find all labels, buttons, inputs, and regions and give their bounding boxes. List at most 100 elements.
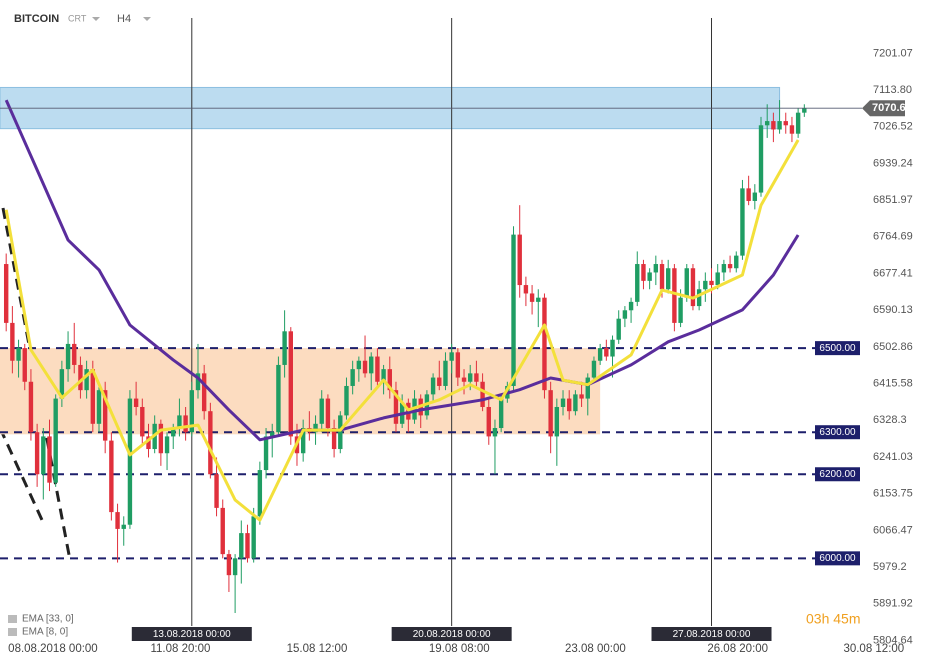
- candle-body: [486, 406, 491, 437]
- candle-body: [369, 356, 374, 374]
- candle-body: [666, 268, 671, 290]
- candle-body: [220, 507, 225, 555]
- candle-body: [208, 411, 213, 475]
- source[interactable]: CRT: [68, 13, 87, 23]
- x-tick-label: 15.08 12:00: [287, 643, 348, 655]
- y-tick-label: 6764.69: [873, 231, 913, 243]
- candle-body: [567, 398, 572, 412]
- candle-body: [542, 297, 547, 391]
- candle-body: [641, 264, 646, 281]
- candle-body: [356, 360, 362, 370]
- candle-body: [362, 360, 368, 374]
- level-label-box: [815, 551, 860, 566]
- level-label-box: [815, 467, 860, 482]
- y-tick-label: 6328.3: [873, 414, 907, 426]
- y-tick-label: 5979.2: [873, 561, 907, 573]
- event-label: 27.08.2018 00:00: [673, 629, 751, 640]
- event-label: 20.08.2018 00:00: [413, 629, 491, 640]
- y-tick-label: 7201.07: [873, 47, 913, 59]
- candle-body: [313, 423, 318, 433]
- candle-body: [721, 264, 727, 273]
- candle-body: [461, 377, 467, 382]
- candle-body: [201, 373, 207, 412]
- timer: 03h 45m: [806, 611, 860, 627]
- event-label-box: [651, 627, 772, 641]
- candle-body: [10, 322, 15, 361]
- candle-body: [746, 188, 751, 201]
- candle-body: [764, 121, 770, 126]
- candle-body: [183, 415, 188, 433]
- candle-body: [164, 436, 170, 454]
- candle-body: [257, 470, 263, 517]
- candle-body: [709, 280, 714, 286]
- candle-body: [189, 390, 194, 433]
- y-tick-label: 6502.86: [873, 341, 913, 353]
- x-tick-label: 11.08 20:00: [150, 643, 210, 655]
- legend-label: EMA [8, 0]: [22, 627, 68, 638]
- candle-body: [282, 331, 287, 365]
- candle-body: [443, 360, 448, 386]
- candle-body: [455, 352, 461, 378]
- candle-body: [59, 369, 65, 399]
- candle-body: [690, 268, 696, 307]
- candle-body: [41, 436, 46, 475]
- y-tick-label: 7113.80: [873, 84, 912, 96]
- candle-body: [437, 377, 442, 386]
- candle-body: [393, 390, 399, 424]
- candle-body: [703, 280, 708, 290]
- candle-body: [22, 348, 27, 382]
- candle-body: [288, 331, 293, 437]
- candle-body: [140, 406, 145, 437]
- candle-body: [653, 264, 659, 273]
- candle-body: [325, 398, 331, 429]
- candle-body: [270, 432, 275, 437]
- candle-body: [523, 285, 529, 294]
- candle-body: [585, 377, 590, 399]
- candle-body: [684, 268, 689, 298]
- ema-line: [4, 99, 800, 442]
- y-tick-label: 6241.03: [873, 451, 913, 463]
- candle-body: [245, 533, 250, 559]
- candle-body: [102, 390, 108, 441]
- candle-body: [251, 516, 256, 559]
- candle-body: [3, 264, 9, 323]
- candle-body: [628, 301, 634, 311]
- candle-body: [177, 415, 182, 429]
- candle-body: [480, 381, 485, 407]
- candle-body: [319, 398, 324, 424]
- candle-body: [529, 293, 535, 302]
- legend-icon: [8, 628, 17, 636]
- candle-body: [616, 318, 621, 340]
- candle-body: [795, 112, 801, 134]
- symbol[interactable]: BITCOIN: [14, 13, 59, 25]
- candle-body: [375, 356, 380, 382]
- y-tick-label: 5804.64: [873, 634, 913, 646]
- y-tick-label: 6590.13: [873, 304, 913, 316]
- candle-body: [226, 554, 232, 576]
- candle-body: [78, 364, 83, 391]
- candle-body: [121, 524, 126, 529]
- candle-body: [647, 272, 652, 281]
- candle-body: [771, 121, 776, 130]
- candle-body: [536, 297, 541, 302]
- candle-body: [573, 394, 578, 412]
- candle-body: [517, 234, 522, 286]
- candle-body: [338, 415, 343, 450]
- candle-body: [579, 394, 584, 399]
- candle-body: [34, 432, 40, 475]
- x-tick-label: 19.08 08:00: [429, 643, 490, 655]
- candle-body: [344, 385, 349, 416]
- candle-body: [84, 369, 89, 391]
- candle-body: [740, 188, 745, 256]
- candle-body: [133, 398, 139, 407]
- level-label: 6000.00: [819, 553, 856, 564]
- y-tick-label: 5891.92: [873, 598, 913, 610]
- candle-body: [597, 348, 603, 361]
- candle-body: [90, 369, 96, 424]
- candle-body: [47, 436, 52, 483]
- interval[interactable]: H4: [117, 13, 131, 25]
- candle-body: [276, 364, 281, 433]
- candle-body: [72, 343, 77, 365]
- candle-body: [449, 352, 454, 361]
- y-tick-label: 6677.41: [873, 267, 913, 279]
